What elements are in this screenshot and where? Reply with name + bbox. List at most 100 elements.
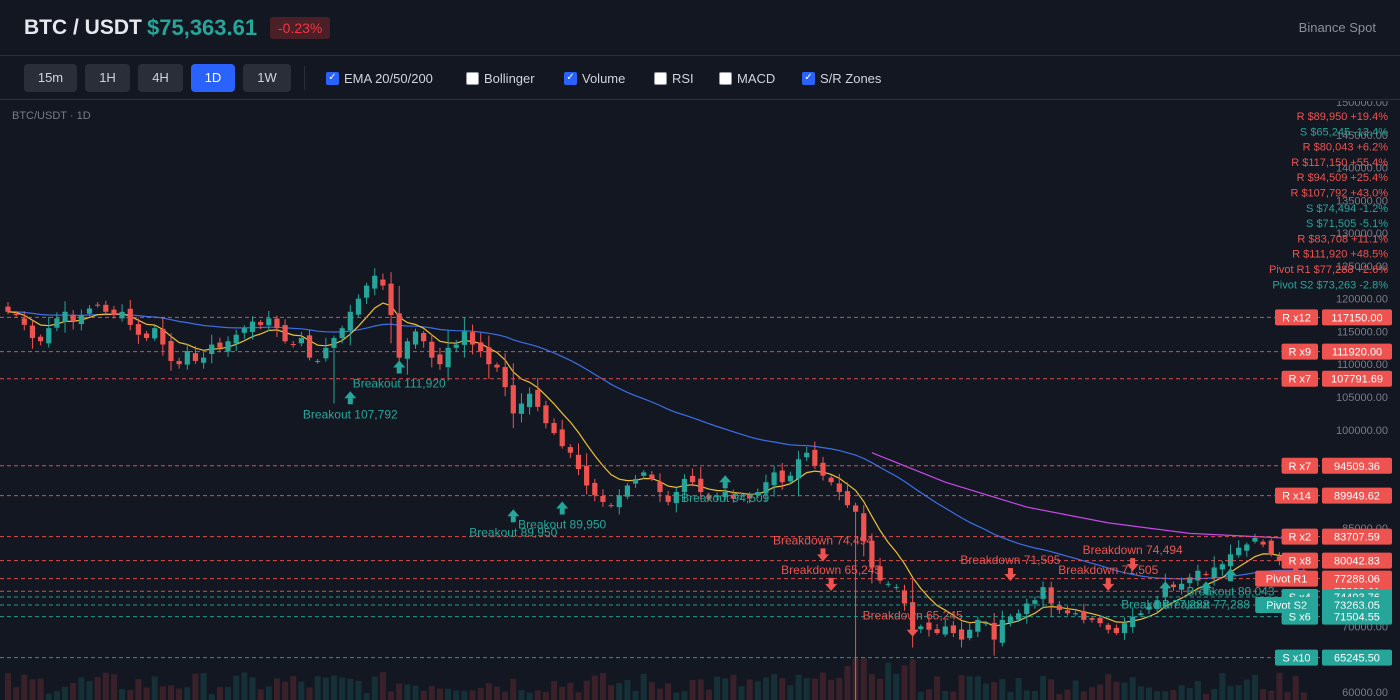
candle-body (152, 328, 158, 339)
volume-toggle[interactable]: ✓ Volume (564, 70, 625, 86)
candle-body (143, 333, 150, 338)
candle-body (1179, 583, 1185, 590)
ema-toggle[interactable]: ✓ EMA 20/50/200 (326, 70, 433, 86)
volume-bar (1292, 675, 1299, 700)
candle-body (1187, 577, 1193, 584)
candle-body (1203, 573, 1209, 575)
last-price: $75,363.61 (147, 15, 258, 40)
bollinger-toggle[interactable]: Bollinger (466, 70, 535, 86)
rsi-toggle[interactable]: RSI (654, 70, 694, 86)
volume-bar (502, 691, 509, 700)
timeframe-4h-button[interactable]: 4H (138, 64, 183, 92)
volume-bar (689, 679, 696, 700)
candle-body (184, 351, 190, 365)
macd-toggle[interactable]: MACD (719, 70, 775, 86)
volume-bar (306, 687, 313, 700)
ema50-line (7, 311, 1304, 580)
candle-body (274, 318, 280, 329)
volume-bar (820, 672, 826, 700)
candle-body (372, 275, 378, 289)
checkbox-unchecked-icon[interactable] (654, 71, 667, 85)
checkbox-unchecked-icon[interactable] (719, 71, 732, 85)
breakdown-arrow-icon (1102, 577, 1115, 591)
candle-body (103, 304, 109, 312)
candle-body (355, 298, 362, 315)
volume-bar (1105, 674, 1112, 700)
breakdown-label: Breakdown 65,245 (781, 563, 881, 577)
volume-bar (909, 659, 916, 700)
candle-body (559, 429, 565, 447)
volume-bar (640, 673, 647, 700)
volume-bar (762, 677, 769, 700)
candle-body (421, 332, 427, 342)
volume-bar (591, 675, 598, 700)
volume-bar (771, 674, 778, 700)
checkbox-checked-icon[interactable]: ✓ (802, 71, 815, 85)
candle-body (918, 626, 924, 630)
volume-bar (135, 679, 142, 700)
volume-bar (298, 681, 305, 700)
zone-summary-item: R $117,150 +55.4% (1291, 157, 1388, 169)
candle-body (119, 311, 125, 319)
volume-bar (714, 676, 721, 700)
volume-bar (331, 675, 337, 700)
volume-bar (37, 678, 44, 700)
volume-bar (697, 679, 704, 700)
candle-body (893, 587, 899, 589)
candle-body (975, 619, 981, 632)
volume-bar (868, 674, 875, 700)
candle-body (665, 495, 671, 502)
candle-body (1276, 556, 1282, 561)
level-price-label: 80042.83 (1334, 556, 1380, 568)
volume-toggle-label: Volume (582, 70, 626, 86)
volume-bar (1178, 685, 1185, 700)
timeframe-1w-button[interactable]: 1W (243, 64, 291, 92)
checkbox-checked-icon[interactable]: ✓ (564, 71, 577, 85)
breakout-arrow-icon (1200, 581, 1213, 595)
volume-bar (836, 677, 843, 700)
candle-body (510, 385, 516, 414)
candle-body (1244, 544, 1250, 551)
toolbar-divider (304, 66, 305, 90)
candle-body (836, 483, 842, 493)
y-axis-tick-label: 150000.00 (1336, 101, 1388, 109)
candle-body (755, 492, 761, 495)
volume-bar (991, 682, 998, 700)
pair-title: BTC / USDT (24, 16, 142, 39)
chart-area[interactable]: 150000.00 145000.00 140000.00 135000.00 1300… (0, 101, 1400, 700)
timeframe-1d-button[interactable]: 1D (191, 64, 235, 92)
level-tag-box (1275, 309, 1318, 326)
candle-body (29, 325, 36, 338)
volume-bar (1080, 691, 1087, 700)
sr-zones-toggle-label: S/R Zones (820, 70, 882, 86)
y-axis-tick-label: 100000.00 (1336, 425, 1388, 437)
candle-body (396, 313, 402, 358)
price-chart[interactable]: 150000.00 145000.00 140000.00 135000.00 1300… (0, 101, 1400, 700)
candle-body (1113, 627, 1119, 633)
level-price-box (1322, 552, 1392, 569)
checkbox-checked-icon[interactable]: ✓ (326, 71, 339, 85)
volume-bar (404, 684, 411, 700)
checkbox-unchecked-icon[interactable] (466, 71, 479, 85)
candle-body (567, 447, 573, 453)
candle-body (1170, 584, 1177, 588)
candle-body (95, 304, 101, 306)
candle-body (290, 343, 296, 345)
volume-bar (453, 690, 460, 700)
volume-bar (1170, 690, 1177, 700)
y-axis-tick-label: 60000.00 (1342, 687, 1388, 699)
breakdown-label: Breakdown 65,245 (863, 609, 963, 623)
candle-body (111, 309, 117, 316)
volume-bar (1203, 693, 1210, 700)
candle-body (1032, 600, 1038, 604)
timeframe-1h-button[interactable]: 1H (85, 64, 130, 92)
candle-body (869, 540, 875, 568)
timeframe-15m-button[interactable]: 15m (24, 64, 77, 92)
breakout-arrow-icon (1159, 581, 1172, 595)
candle-body (722, 492, 728, 498)
sr-zones-toggle[interactable]: ✓ S/R Zones (802, 70, 881, 86)
candle-body (999, 619, 1005, 643)
candle-body (437, 354, 443, 365)
volume-bar (583, 680, 590, 700)
level-tag-label: R x7 (1288, 461, 1311, 473)
